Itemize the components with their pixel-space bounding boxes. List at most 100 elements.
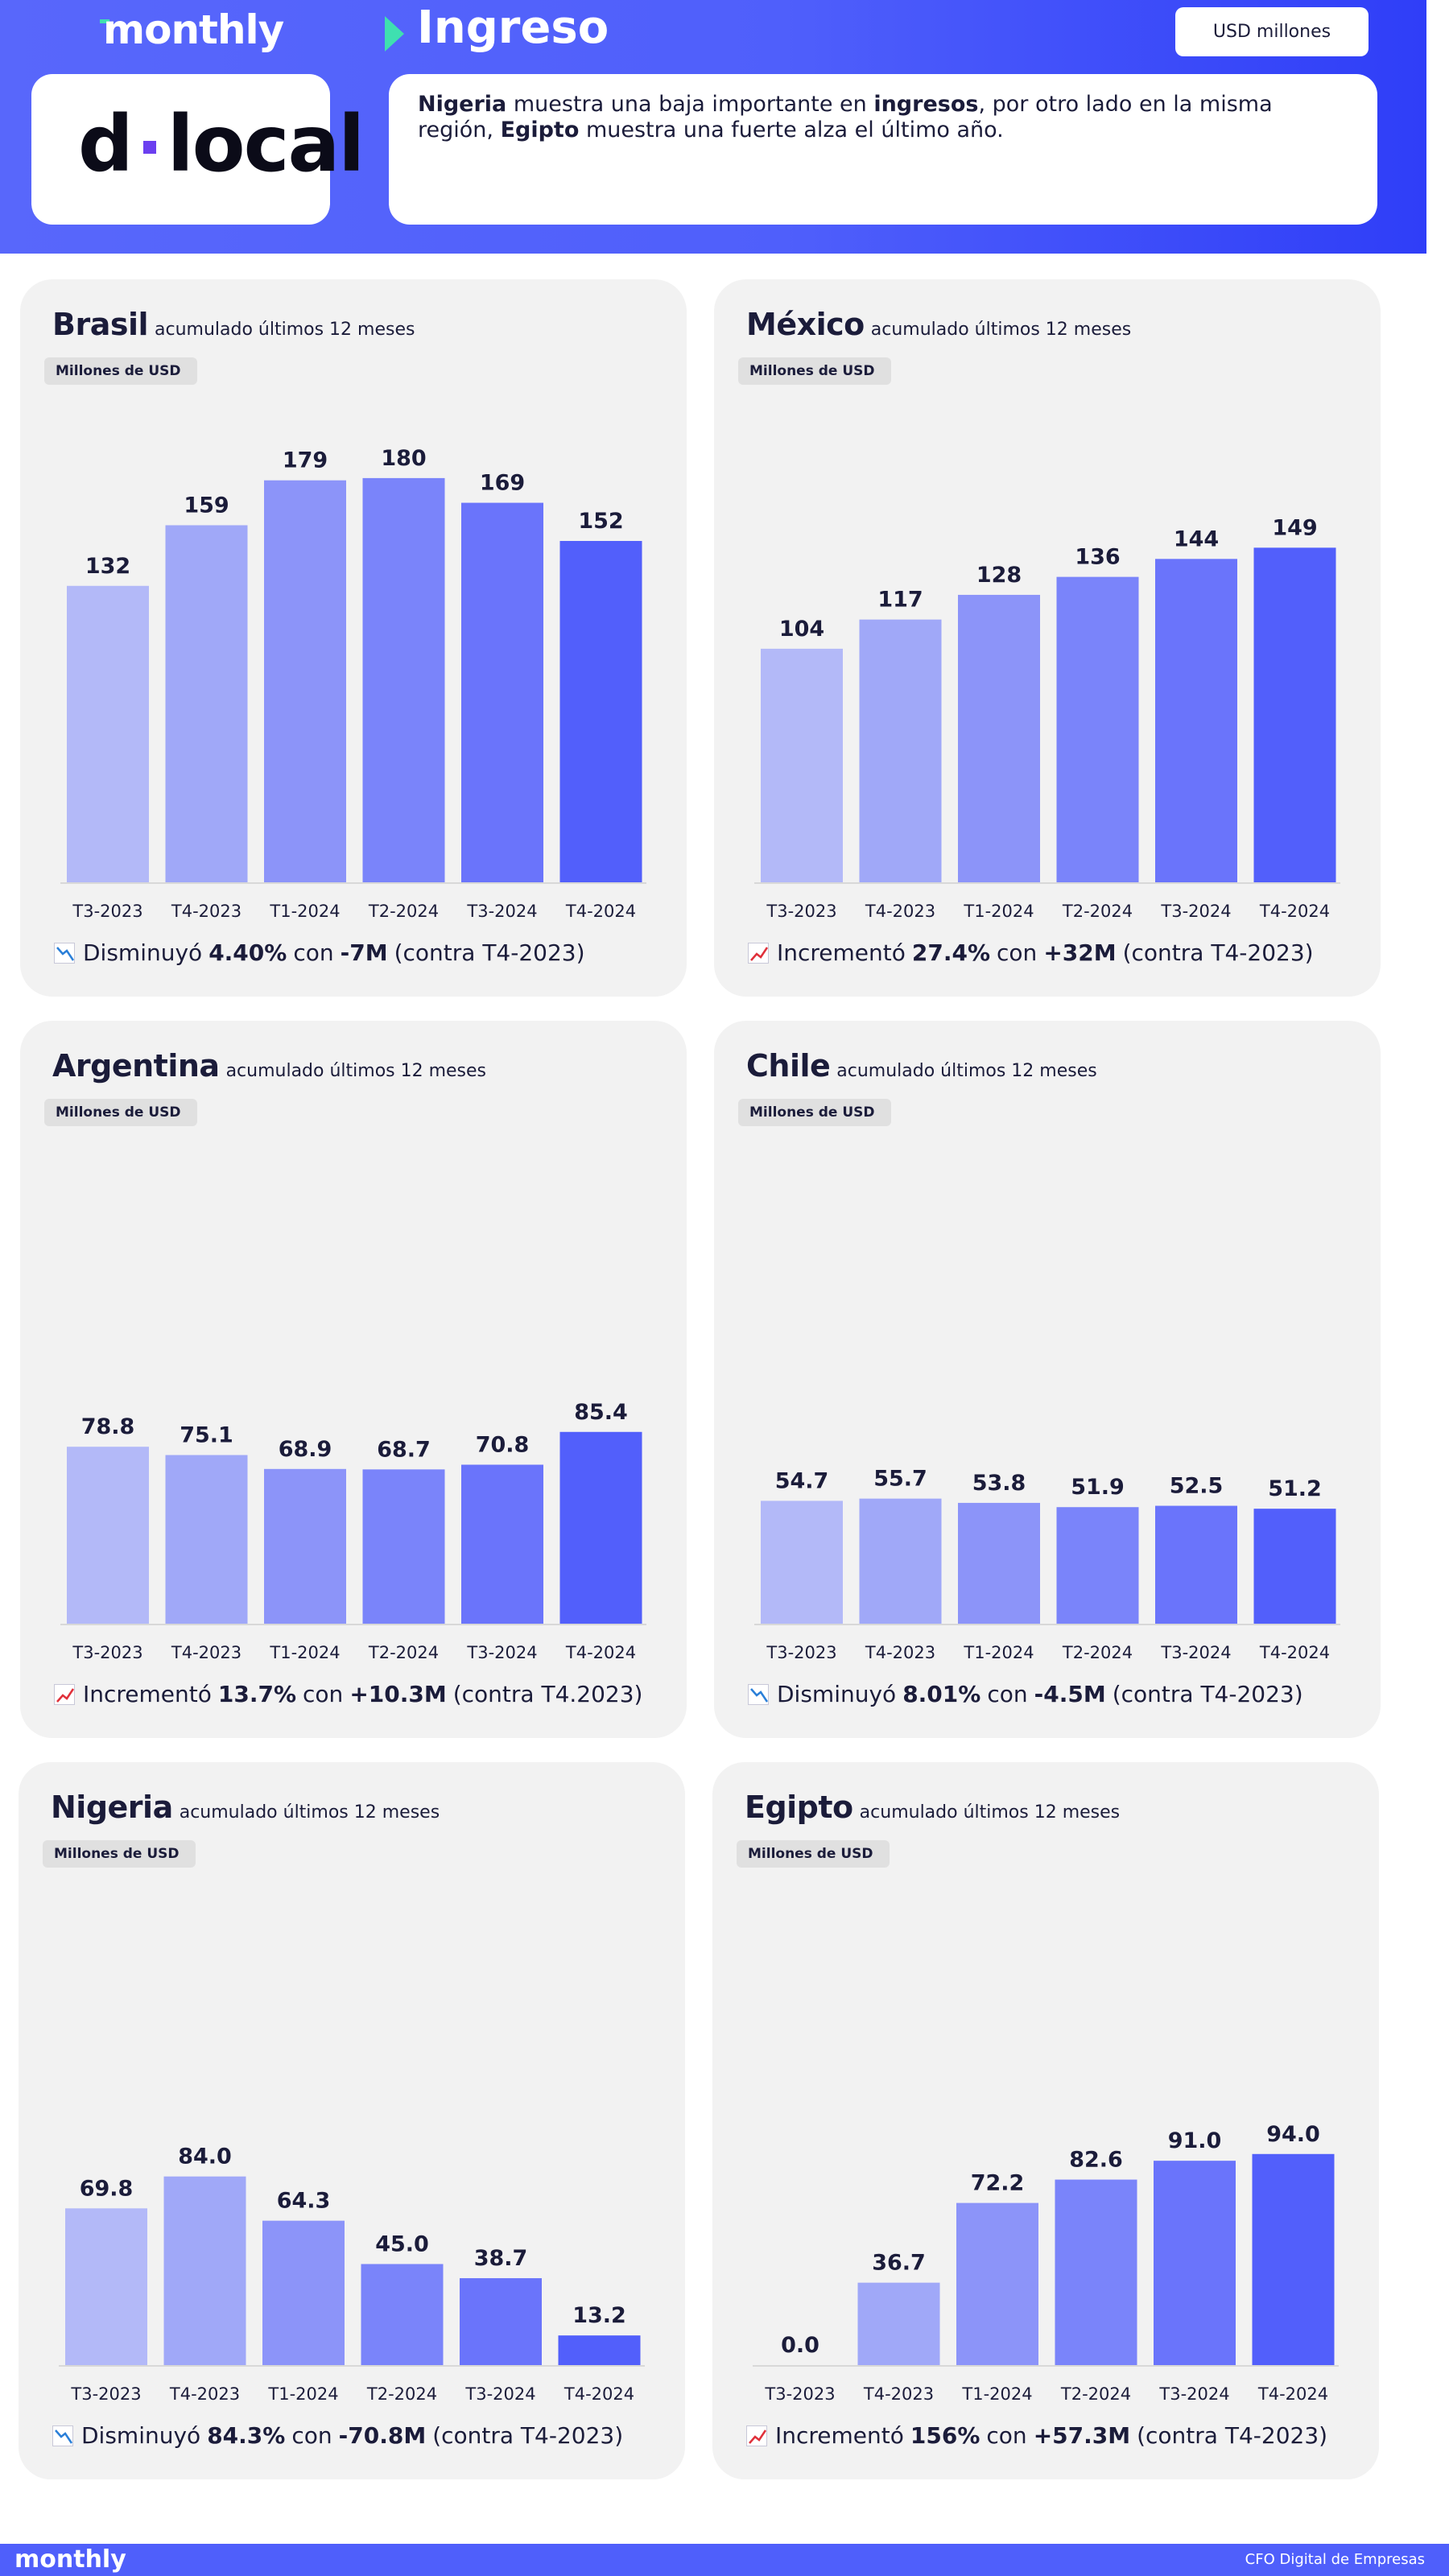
note-suffix: (contra T4-2023) (1112, 1681, 1303, 1707)
bar-chart: 54.7 T3-2023 55.7 T4-2023 53.8 T1-2024 51.9 T2-… (754, 1467, 1340, 1662)
x-tick-label: T4-2024 (565, 902, 636, 921)
data-label: 85.4 (574, 1400, 628, 1425)
x-tick-label: T1-2024 (269, 902, 340, 921)
card-subtitle: acumulado últimos 12 meses (155, 320, 415, 340)
bar-chart: 78.8 T3-2023 75.1 T4-2023 68.9 T1-2024 68.7 T2-… (60, 1400, 646, 1662)
trend-note: Incrementó 13.7% con +10.3M (contra T4.2023) (54, 1681, 642, 1707)
note-connector: con (987, 1681, 1028, 1707)
footer-brand: monthly (14, 2545, 126, 2574)
country-name: México (746, 307, 865, 342)
bar-chart: 0.0 T3-2023 36.7 T4-2023 72.2 T1-2024 82.6 T2-2… (753, 2122, 1339, 2404)
trend-note: Disminuyó 8.01% con -4.5M (contra T4-2023) (748, 1681, 1303, 1707)
bar (163, 2176, 246, 2365)
card-subtitle: acumulado últimos 12 meses (179, 1802, 440, 1823)
bar (262, 2220, 345, 2365)
x-tick-label: T4-2023 (863, 2384, 934, 2404)
card-title: Nigeria acumulado últimos 12 meses (51, 1790, 440, 1825)
data-label: 38.7 (474, 2246, 528, 2271)
note-percent: 4.40% (208, 939, 287, 966)
bar (1253, 547, 1336, 882)
data-label: 45.0 (375, 2231, 429, 2256)
data-label: 144 (1174, 526, 1219, 551)
trend-up-icon (748, 942, 769, 964)
summary-text-1: muestra una baja importante en (506, 92, 874, 117)
x-tick-label: T4-2024 (564, 2384, 634, 2404)
card-subtitle: acumulado últimos 12 meses (225, 1061, 487, 1081)
chart-card-mexico: México acumulado últimos 12 meses Millones… (714, 279, 1381, 997)
trend-down-icon (54, 942, 75, 964)
x-tick-label: T4-2024 (565, 1643, 636, 1662)
note-percent: 84.3% (207, 2422, 286, 2449)
x-tick-label: T3-2023 (766, 1643, 836, 1662)
data-label: 149 (1272, 515, 1317, 540)
data-label: 55.7 (873, 1467, 927, 1492)
note-prefix: Incrementó (775, 2422, 904, 2449)
bar (67, 1447, 149, 1624)
trend-up-icon (54, 1683, 75, 1705)
bar (362, 477, 445, 882)
bar (165, 525, 248, 882)
chart-card-chile: Chile acumulado últimos 12 meses Millones … (714, 1021, 1381, 1738)
bar-chart: 104 T3-2023 117 T4-2023 128 T1-2024 136 T2-2024… (754, 515, 1340, 921)
bar (1155, 559, 1237, 882)
x-tick-label: T2-2024 (1060, 2384, 1131, 2404)
bar (558, 2335, 641, 2365)
data-label: 117 (877, 588, 923, 613)
header-banner: monthly d local Ingreso USD millones Nige… (0, 0, 1426, 254)
data-label: 53.8 (972, 1471, 1026, 1496)
x-tick-label: T3-2023 (72, 1643, 142, 1662)
trend-note: Incrementó 156% con +57.3M (contra T4-2023) (746, 2422, 1327, 2449)
note-connector: con (303, 1681, 344, 1707)
country-name: Chile (746, 1048, 831, 1084)
x-tick-label: T4-2024 (1259, 1643, 1330, 1662)
bar (559, 541, 642, 882)
x-tick-label: T4-2023 (171, 1643, 242, 1662)
play-icon (385, 16, 404, 52)
data-label: 54.7 (775, 1468, 829, 1493)
bar (1056, 576, 1139, 882)
note-percent: 13.7% (217, 1681, 297, 1707)
data-label: 64.3 (277, 2189, 331, 2214)
trend-note: Incrementó 27.4% con +32M (contra T4-2023) (748, 939, 1314, 966)
data-label: 128 (976, 563, 1022, 588)
data-label: 180 (381, 446, 426, 471)
note-absolute: -7M (340, 939, 388, 966)
x-tick-label: T3-2024 (466, 1643, 537, 1662)
note-connector: con (293, 939, 334, 966)
bar (264, 480, 346, 882)
x-tick-label: T4-2023 (865, 1643, 935, 1662)
x-tick-label: T4-2024 (1257, 2384, 1328, 2404)
note-connector: con (997, 939, 1038, 966)
x-tick-label: T1-2024 (963, 1643, 1034, 1662)
country-name: Brasil (52, 307, 149, 342)
bar (857, 2282, 940, 2365)
note-suffix: (contra T4-2023) (432, 2422, 624, 2449)
note-connector: con (986, 2422, 1027, 2449)
chart-card-egipto: Egipto acumulado últimos 12 meses Millones… (712, 1762, 1379, 2479)
trend-note: Disminuyó 84.3% con -70.8M (contra T4-2023) (52, 2422, 623, 2449)
data-label: 84.0 (178, 2145, 232, 2169)
footer-bar: monthly CFO Digital de Empresas (0, 2544, 1449, 2576)
bar (1253, 1509, 1336, 1624)
country-name: Argentina (52, 1048, 220, 1084)
x-tick-label: T2-2024 (368, 1643, 439, 1662)
data-label: 70.8 (476, 1433, 530, 1458)
bar (1154, 2161, 1236, 2365)
data-label: 75.1 (180, 1423, 233, 1448)
x-tick-label: T3-2023 (764, 2384, 835, 2404)
bar-chart: 132 T3-2023 159 T4-2023 179 T1-2024 180 T2-2024… (60, 446, 646, 921)
data-label: 69.8 (80, 2176, 134, 2201)
unit-tag: Millones de USD (44, 1099, 197, 1126)
note-prefix: Disminuyó (777, 1681, 897, 1707)
x-tick-label: T3-2024 (464, 2384, 535, 2404)
trend-down-icon (52, 2425, 73, 2446)
trend-down-icon (748, 1683, 769, 1705)
note-prefix: Disminuyó (81, 2422, 201, 2449)
x-tick-label: T3-2023 (72, 902, 142, 921)
chart-card-nigeria: Nigeria acumulado últimos 12 meses Millone… (19, 1762, 685, 2479)
bar (461, 502, 543, 882)
x-tick-label: T3-2023 (766, 902, 836, 921)
x-tick-label: T3-2024 (1160, 1643, 1231, 1662)
data-label: 51.2 (1268, 1476, 1322, 1501)
bar (559, 1431, 642, 1624)
